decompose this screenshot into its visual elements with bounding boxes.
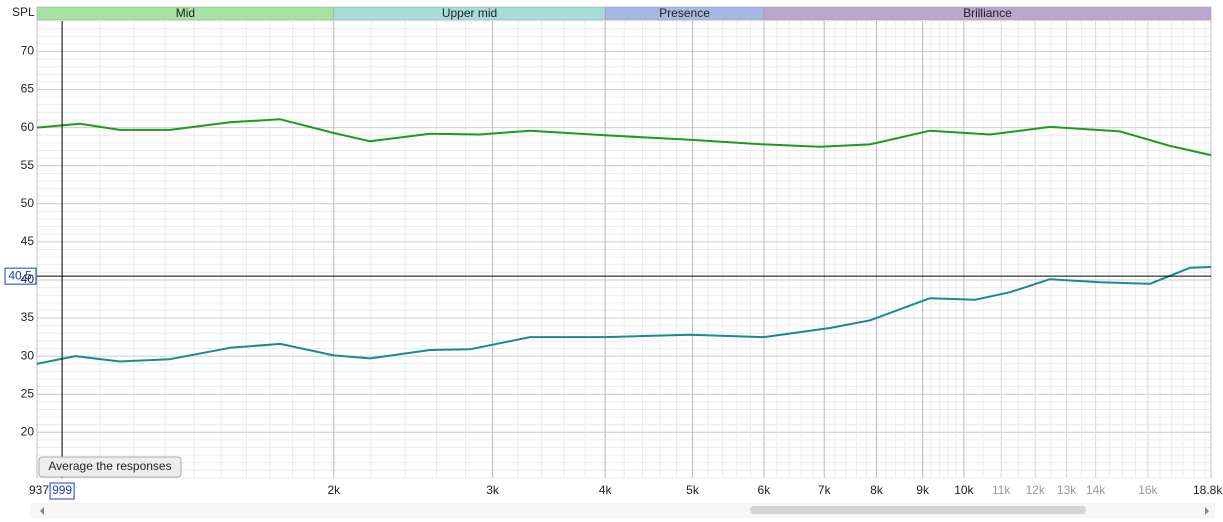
- cursor-x-box: [49, 482, 75, 500]
- y-tick-label: 45: [21, 234, 35, 248]
- cursor-y-box: [4, 267, 37, 285]
- y-tick-label: 55: [21, 158, 35, 172]
- x-tick-label: 7k: [818, 483, 832, 497]
- y-tick-label: 35: [21, 310, 35, 324]
- x-tick-label: 6k: [758, 483, 772, 497]
- average-button[interactable]: Average the responses: [38, 456, 182, 478]
- band-label: Brilliance: [963, 6, 1012, 20]
- x-tick-label: 13k: [1057, 483, 1077, 497]
- button-frame[interactable]: [38, 456, 182, 478]
- x-tick-label: 3k: [486, 483, 500, 497]
- scroll-right[interactable]: [1205, 507, 1209, 515]
- x-tick-label: 14k: [1086, 483, 1106, 497]
- band-label: Mid: [176, 6, 195, 20]
- scroll-left[interactable]: [40, 507, 44, 515]
- x-tick-label: 937: [29, 483, 49, 497]
- x-tick-label: 2k: [327, 483, 341, 497]
- y-tick-label: 40: [21, 272, 35, 286]
- band-label: Upper mid: [442, 6, 497, 20]
- x-tick-label: 4k: [599, 483, 613, 497]
- button-label[interactable]: Average the responses: [48, 459, 171, 473]
- x-tick-label: 11k: [992, 483, 1011, 497]
- x-tick-label: 18.8kHz: [1193, 483, 1223, 497]
- y-tick-label: 30: [21, 348, 35, 362]
- x-tick-label: 12k: [1026, 483, 1046, 497]
- band-label: Presence: [659, 6, 710, 20]
- x-tick-label: 5k: [686, 483, 700, 497]
- x-tick-label: 16k: [1138, 483, 1158, 497]
- y-tick-label: 20: [21, 424, 35, 438]
- scrollbar[interactable]: [30, 503, 1215, 518]
- x-tick-label: 10k: [954, 483, 974, 497]
- x-tick-label: 9k: [916, 483, 930, 497]
- y-tick-label: 60: [21, 120, 35, 134]
- cursor-x-label: 999: [52, 483, 72, 497]
- y-tick-label: 70: [21, 44, 35, 58]
- band: [763, 6, 1212, 21]
- y-tick-label: 50: [21, 196, 35, 210]
- y-tick-label: 65: [21, 82, 35, 96]
- scroll-thumb[interactable]: [750, 506, 1086, 514]
- cursor-y-label: 40.5: [8, 268, 32, 282]
- response-line: [36, 118, 1212, 157]
- response-line: [36, 266, 1212, 365]
- y-axis-label: SPL: [12, 5, 35, 19]
- y-tick-label: 25: [21, 386, 35, 400]
- x-tick-label: 8k: [870, 483, 884, 497]
